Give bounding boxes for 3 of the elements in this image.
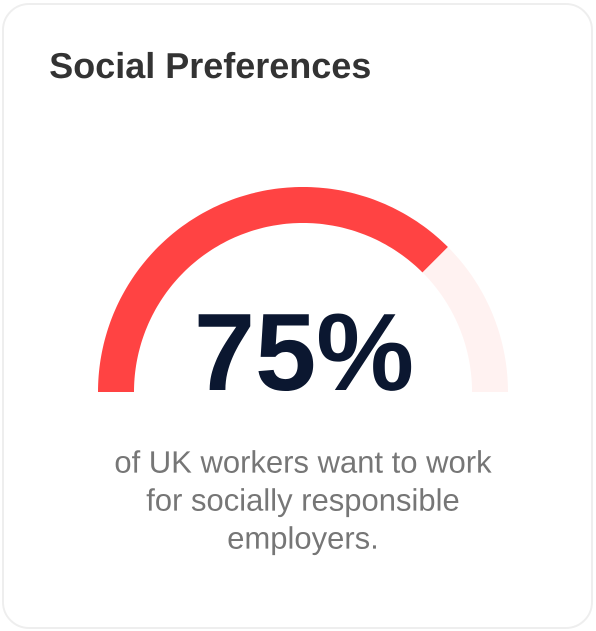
chart-title: Social Preferences — [50, 52, 370, 78]
data-label: 75% — [198, 313, 412, 392]
text: of UK workers want to work for socially responsible employers. — [116, 450, 492, 556]
